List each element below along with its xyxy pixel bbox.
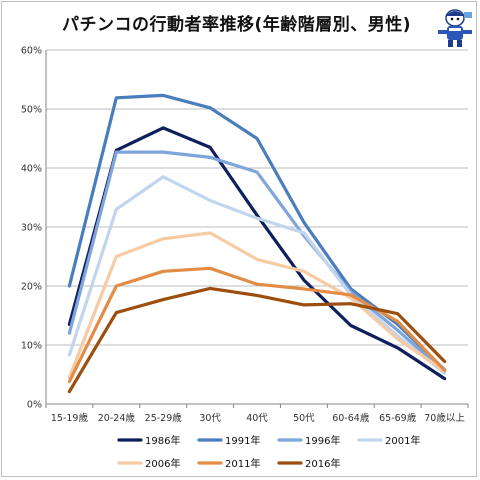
y-tick-label: 10%: [21, 341, 42, 352]
x-tick-label: 15-19歳: [51, 412, 89, 424]
series-line-2001年: [67, 175, 447, 375]
y-tick-label: 20%: [21, 282, 42, 293]
y-tick-label: 40%: [21, 164, 42, 175]
y-tick-label: 30%: [21, 223, 42, 234]
x-tick-label: 60-64歳: [332, 412, 370, 424]
x-tick-label: 40代: [246, 413, 268, 424]
legend-item: 1996年: [277, 434, 340, 447]
x-tick-label: 25-29歳: [145, 412, 183, 424]
legend-label: 1986年: [145, 434, 180, 447]
legend-item: 2006年: [117, 457, 180, 470]
mascot-logo: [438, 9, 472, 47]
line-chart: 0% 10% 20% 30% 40% 50% 60% 15-19歳 20-24歳 25-29歳 3…: [21, 46, 469, 470]
legend-label: 1991年: [225, 434, 260, 447]
chart-title: パチンコの行動者率推移(年齢階層別、男性): [62, 15, 412, 35]
legend-item: 2001年: [357, 434, 420, 447]
series-line-1986年: [67, 126, 447, 381]
legend-label: 2011年: [225, 457, 260, 470]
x-tick-label: 30代: [199, 413, 221, 424]
legend-item: 1991年: [197, 434, 260, 447]
y-tick-label: 50%: [21, 105, 42, 116]
x-tick-label: 70歳以上: [424, 412, 465, 424]
x-tick-label: 50代: [293, 413, 315, 424]
legend-item: 2011年: [197, 457, 260, 470]
y-tick-label: 60%: [21, 46, 42, 57]
legend-label: 2006年: [145, 457, 180, 470]
x-tick-label: 20-24歳: [98, 412, 136, 424]
legend-item: 1986年: [117, 434, 180, 447]
y-tick-label: 0%: [27, 400, 42, 411]
series-line-2016年: [67, 286, 447, 394]
x-tick-label: 65-69歳: [379, 412, 417, 424]
legend-label: 2001年: [385, 434, 420, 447]
legend-item: 2016年: [277, 457, 340, 470]
series-line-2006年: [67, 231, 447, 379]
legend-label: 1996年: [305, 434, 340, 447]
legend-label: 2016年: [305, 457, 340, 470]
series-line-2011年: [67, 266, 447, 384]
series-line-1996年: [67, 150, 447, 374]
